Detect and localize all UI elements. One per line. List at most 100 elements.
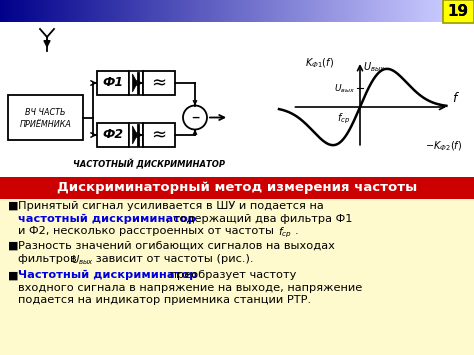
- Bar: [113, 0, 115, 22]
- Bar: [129, 0, 130, 22]
- Bar: [54, 0, 55, 22]
- Bar: [412, 0, 413, 22]
- Bar: [391, 0, 392, 22]
- Bar: [257, 0, 258, 22]
- Bar: [238, 0, 239, 22]
- Bar: [285, 0, 286, 22]
- Bar: [299, 0, 301, 22]
- Bar: [305, 0, 307, 22]
- Bar: [46, 0, 47, 22]
- Bar: [246, 0, 247, 22]
- Bar: [171, 0, 173, 22]
- Bar: [342, 0, 344, 22]
- Bar: [333, 0, 335, 22]
- Bar: [80, 0, 82, 22]
- Bar: [327, 0, 328, 22]
- Bar: [177, 0, 179, 22]
- Bar: [335, 0, 337, 22]
- Bar: [173, 0, 174, 22]
- Bar: [239, 0, 240, 22]
- Bar: [226, 0, 228, 22]
- Bar: [298, 0, 300, 22]
- Bar: [120, 0, 121, 22]
- Bar: [142, 0, 144, 22]
- Bar: [416, 0, 418, 22]
- Bar: [237, 0, 238, 22]
- Bar: [358, 0, 359, 22]
- Bar: [67, 0, 69, 22]
- Bar: [166, 0, 167, 22]
- Bar: [30, 0, 31, 22]
- Bar: [107, 0, 109, 22]
- Bar: [287, 0, 289, 22]
- Bar: [155, 0, 156, 22]
- Bar: [71, 0, 73, 22]
- Bar: [9, 0, 10, 22]
- Bar: [282, 0, 283, 22]
- Bar: [343, 0, 345, 22]
- Bar: [75, 0, 76, 22]
- Bar: [405, 0, 407, 22]
- Bar: [401, 0, 402, 22]
- Bar: [169, 0, 171, 22]
- Bar: [56, 0, 57, 22]
- Bar: [296, 0, 298, 22]
- Bar: [304, 0, 306, 22]
- Bar: [55, 0, 56, 22]
- Bar: [213, 0, 215, 22]
- Bar: [129, 123, 143, 147]
- Bar: [3, 0, 4, 22]
- Bar: [401, 0, 402, 22]
- Bar: [399, 0, 401, 22]
- Bar: [390, 0, 392, 22]
- Bar: [110, 0, 111, 22]
- Bar: [427, 0, 428, 22]
- Bar: [119, 0, 120, 22]
- Bar: [269, 0, 271, 22]
- Bar: [95, 0, 97, 22]
- Bar: [161, 0, 163, 22]
- Bar: [364, 0, 365, 22]
- Bar: [284, 0, 285, 22]
- Bar: [38, 0, 39, 22]
- Bar: [8, 0, 9, 22]
- Bar: [412, 0, 413, 22]
- Bar: [331, 0, 332, 22]
- Bar: [193, 0, 194, 22]
- Bar: [436, 0, 438, 22]
- Bar: [235, 0, 237, 22]
- Bar: [66, 0, 67, 22]
- Bar: [287, 0, 289, 22]
- Bar: [276, 0, 277, 22]
- Bar: [157, 0, 158, 22]
- Bar: [196, 0, 198, 22]
- Text: входного сигнала в напряжение на выходе, напряжение: входного сигнала в напряжение на выходе,…: [18, 283, 362, 293]
- Bar: [325, 0, 327, 22]
- Bar: [394, 0, 395, 22]
- Bar: [285, 0, 286, 22]
- Bar: [245, 0, 246, 22]
- Bar: [61, 0, 63, 22]
- Bar: [179, 0, 181, 22]
- Bar: [226, 0, 228, 22]
- Bar: [124, 0, 126, 22]
- Bar: [267, 0, 268, 22]
- Bar: [159, 0, 161, 22]
- Bar: [220, 0, 221, 22]
- Bar: [17, 0, 18, 22]
- Bar: [188, 0, 190, 22]
- Bar: [35, 0, 36, 22]
- Bar: [143, 123, 175, 147]
- Bar: [418, 0, 419, 22]
- Bar: [382, 0, 383, 22]
- Bar: [422, 0, 423, 22]
- Bar: [380, 0, 382, 22]
- Bar: [206, 0, 208, 22]
- Bar: [261, 0, 263, 22]
- Bar: [61, 0, 63, 22]
- Bar: [321, 0, 322, 22]
- Bar: [251, 0, 253, 22]
- Bar: [115, 0, 117, 22]
- Bar: [376, 0, 377, 22]
- Bar: [217, 0, 219, 22]
